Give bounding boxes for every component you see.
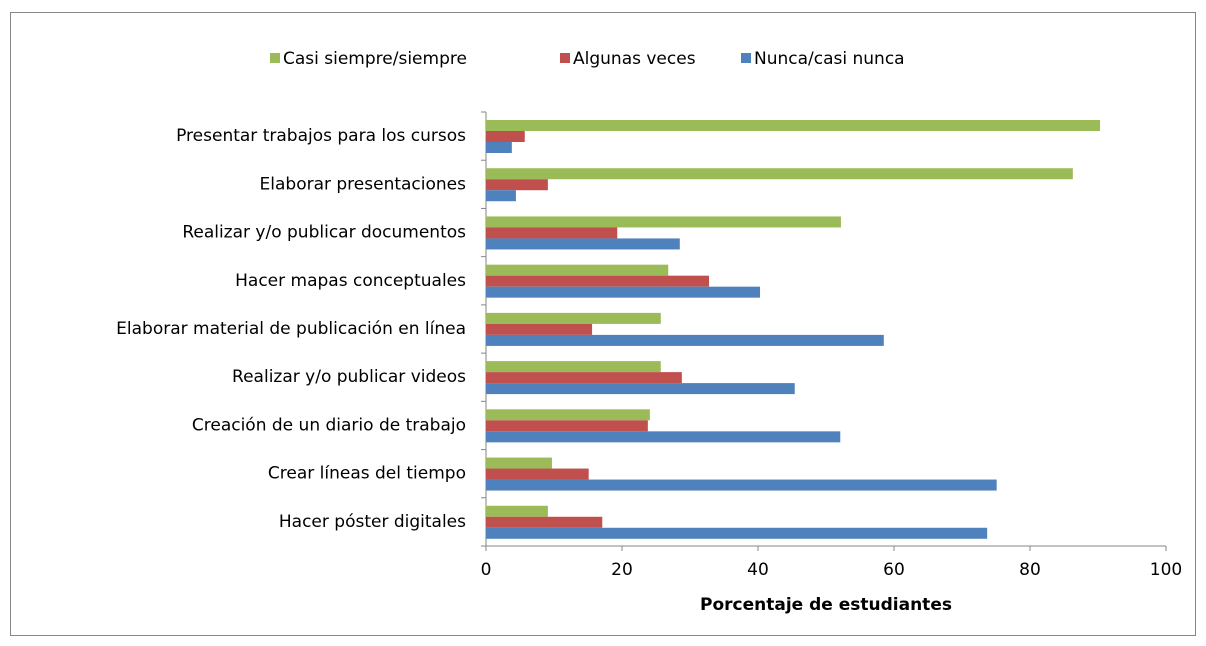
- bar: [486, 286, 761, 298]
- x-axis-label: Porcentaje de estudiantes: [700, 595, 952, 615]
- bar: [486, 516, 603, 528]
- y-tick-label: Hacer mapas conceptuales: [235, 271, 466, 291]
- y-tick-label: Realizar y/o publicar videos: [232, 367, 466, 387]
- bar: [486, 323, 593, 335]
- bar: [486, 420, 648, 432]
- bar: [486, 479, 997, 491]
- x-tick-label: 80: [1019, 560, 1041, 580]
- bar: [486, 505, 548, 517]
- legend-swatch: [560, 53, 570, 63]
- bar: [486, 457, 552, 469]
- bar: [486, 312, 661, 324]
- legend-label: Casi siempre/siempre: [283, 49, 467, 69]
- bar: [486, 383, 795, 395]
- legend-label: Nunca/casi nunca: [754, 49, 905, 69]
- bar: [486, 168, 1073, 180]
- x-tick-label: 20: [611, 560, 633, 580]
- y-tick-label: Elaborar presentaciones: [260, 174, 467, 194]
- bar: [486, 264, 669, 276]
- bar: [486, 238, 680, 250]
- bar: [486, 227, 618, 239]
- bar: [486, 527, 988, 539]
- y-tick-label: Creación de un diario de trabajo: [192, 415, 466, 435]
- x-tick-label: 40: [747, 560, 769, 580]
- x-tick-label: 60: [883, 560, 905, 580]
- bar: [486, 120, 1101, 131]
- bar: [486, 431, 841, 443]
- legend-swatch: [270, 53, 280, 63]
- legend-swatch: [741, 53, 751, 63]
- bar: [486, 131, 525, 142]
- y-tick-label: Hacer póster digitales: [279, 512, 466, 532]
- bar: [486, 468, 589, 480]
- bar: [486, 372, 682, 384]
- bar: [486, 361, 661, 373]
- y-tick-label: Crear líneas del tiempo: [268, 464, 466, 484]
- bar: [486, 142, 512, 153]
- bar: [486, 334, 884, 346]
- x-tick-label: 0: [481, 560, 492, 580]
- y-tick-label: Realizar y/o publicar documentos: [182, 223, 466, 243]
- bar: [486, 216, 841, 228]
- y-tick-label: Presentar trabajos para los cursos: [176, 126, 466, 146]
- bar: [486, 179, 548, 191]
- legend-label: Algunas veces: [573, 49, 696, 69]
- x-tick-label: 100: [1150, 560, 1182, 580]
- bar: [486, 275, 710, 287]
- bar: [486, 190, 516, 202]
- y-tick-label: Elaborar material de publicación en líne…: [116, 319, 466, 339]
- bar: [486, 409, 650, 421]
